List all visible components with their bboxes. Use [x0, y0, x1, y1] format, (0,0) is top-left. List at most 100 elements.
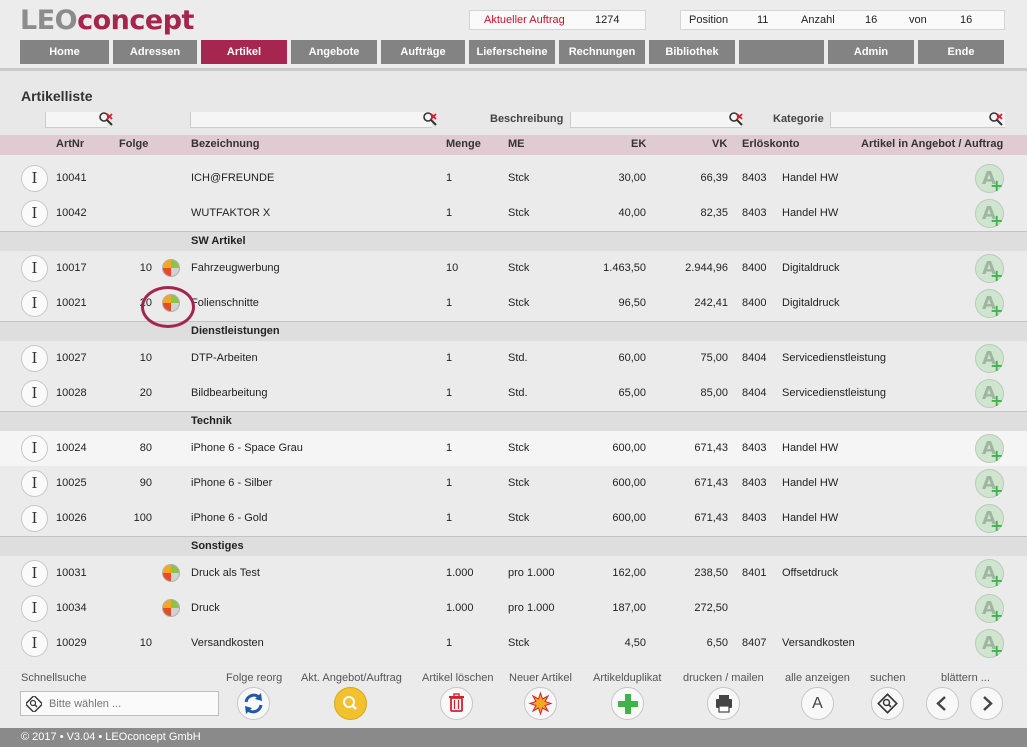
cell-me: Stck	[508, 637, 530, 649]
col-folge[interactable]: Folge	[119, 138, 149, 150]
nav-bibliothek[interactable]: Bibliothek	[649, 40, 735, 64]
beschreibung-filter-input[interactable]	[570, 112, 742, 128]
add-to-order-button[interactable]: A +	[975, 379, 1004, 410]
col-ek[interactable]: EK	[631, 138, 647, 150]
add-to-order-button[interactable]: A +	[975, 164, 1004, 195]
search-button[interactable]	[871, 687, 904, 720]
table-row[interactable]: I 10024 80 iPhone 6 - Space Grau 1 Stck 600,00…	[0, 431, 1027, 466]
info-button[interactable]: I	[21, 505, 48, 532]
table-row[interactable]: I 10027 10 DTP-Arbeiten 1 Std. 60,00 75,00 8404 S…	[0, 341, 1027, 376]
a-letter-icon: A	[982, 168, 996, 189]
col-artnr[interactable]: ArtNr	[56, 138, 85, 150]
pie-chart-icon[interactable]	[162, 599, 180, 617]
nav-adressen[interactable]: Adressen	[113, 40, 197, 64]
add-to-order-button[interactable]: A +	[975, 434, 1004, 465]
kategorie-filter-input[interactable]	[830, 112, 1005, 128]
bezeichnung-filter-input[interactable]	[190, 112, 432, 128]
group-header: Sonstiges	[0, 536, 1027, 556]
info-button[interactable]: I	[21, 380, 48, 407]
table-row[interactable]: I 10026 100 iPhone 6 - Gold 1 Stck 600,00 671,4…	[0, 501, 1027, 536]
info-button[interactable]: I	[21, 470, 48, 497]
add-to-order-button[interactable]: A +	[975, 344, 1004, 375]
table-row[interactable]: I 10017 10 Fahrzeugwerbung 10 Stck 1.463,50 2.9…	[0, 251, 1027, 286]
cell-bezeichnung: Bildbearbeitung	[191, 387, 268, 399]
table-row[interactable]: I 10042 WUTFAKTOR X 1 Stck 40,00 82,35 8403 Hand…	[0, 196, 1027, 231]
info-button[interactable]: I	[21, 435, 48, 462]
add-to-order-button[interactable]: A +	[975, 594, 1004, 625]
quick-search-input[interactable]	[49, 696, 209, 711]
cell-ek: 1.463,50	[603, 262, 646, 274]
cell-konto: 8404	[742, 352, 767, 364]
cell-artnr: 10028	[56, 387, 87, 399]
info-button[interactable]: I	[21, 255, 48, 282]
add-to-order-button[interactable]: A +	[975, 254, 1004, 285]
clear-search-icon[interactable]	[422, 111, 438, 127]
info-button[interactable]: I	[21, 595, 48, 622]
table-row[interactable]: I 10025 90 iPhone 6 - Silber 1 Stck 600,00 671,…	[0, 466, 1027, 501]
prev-page-button[interactable]	[926, 687, 959, 720]
artnr-filter-input[interactable]	[45, 112, 107, 128]
info-button[interactable]: I	[21, 630, 48, 657]
delete-article-button[interactable]	[440, 687, 473, 720]
cell-vk: 85,00	[700, 387, 728, 399]
refresh-icon	[244, 693, 263, 714]
cell-vk: 82,35	[700, 207, 728, 219]
pie-chart-icon[interactable]	[162, 564, 180, 582]
pie-chart-icon[interactable]	[162, 259, 180, 277]
table-row[interactable]: I 10028 20 Bildbearbeitung 1 Std. 65,00 85,00 84…	[0, 376, 1027, 411]
print-button[interactable]	[707, 687, 740, 720]
add-to-order-button[interactable]: A +	[975, 504, 1004, 535]
col-me[interactable]: ME	[508, 138, 525, 150]
new-article-button[interactable]	[524, 687, 557, 720]
info-button[interactable]: I	[21, 200, 48, 227]
table-row[interactable]: I 10021 20 Folienschnitte 1 Stck 96,50 242,41 84…	[0, 286, 1027, 321]
cell-menge: 1	[446, 297, 453, 309]
info-button[interactable]: I	[21, 345, 48, 372]
col-vk[interactable]: VK	[712, 138, 728, 150]
add-to-order-button[interactable]: A +	[975, 199, 1004, 230]
nav-home[interactable]: Home	[20, 40, 109, 64]
nav-ende[interactable]: Ende	[918, 40, 1004, 64]
table-row[interactable]: I 10031 Druck als Test 1.000 pro 1.000 162,00…	[0, 556, 1027, 591]
col-bezeichnung[interactable]: Bezeichnung	[191, 138, 260, 150]
a-letter-icon: A	[982, 438, 996, 459]
cell-artnr: 10024	[56, 442, 87, 454]
clear-search-icon[interactable]	[98, 111, 114, 127]
folge-reorg-button[interactable]	[237, 687, 270, 720]
nav-rechnungen[interactable]: Rechnungen	[559, 40, 645, 64]
nav-admin[interactable]: Admin	[828, 40, 914, 64]
akt-angebot-button[interactable]	[334, 687, 367, 720]
col-menge[interactable]: Menge	[446, 138, 481, 150]
plus-icon: +	[990, 266, 1004, 285]
clear-search-icon[interactable]	[728, 111, 744, 127]
table-row[interactable]: I 10041 ICH@FREUNDE 1 Stck 30,00 66,39 8403 Hand…	[0, 161, 1027, 196]
table-row[interactable]: I 10034 Druck 1.000 pro 1.000 187,00 272,50 A +	[0, 591, 1027, 626]
next-page-button[interactable]	[970, 687, 1003, 720]
add-to-order-button[interactable]: A +	[975, 469, 1004, 500]
nav-auftraege[interactable]: Aufträge	[381, 40, 465, 64]
cell-ek: 30,00	[618, 172, 646, 184]
add-to-order-button[interactable]: A +	[975, 629, 1004, 660]
info-button[interactable]: I	[21, 165, 48, 192]
show-all-button[interactable]: A	[801, 687, 834, 720]
cell-artnr: 10034	[56, 602, 87, 614]
add-to-order-button[interactable]: A +	[975, 289, 1004, 320]
add-to-order-button[interactable]: A +	[975, 559, 1004, 590]
nav-artikel[interactable]: Artikel	[201, 40, 287, 64]
nav-angebote[interactable]: Angebote	[291, 40, 377, 64]
cell-konto: 8403	[742, 512, 767, 524]
trash-icon	[449, 693, 464, 712]
table-row[interactable]: I 10029 10 Versandkosten 1 Stck 4,50 6,50 8407 Ve…	[0, 626, 1027, 661]
info-button[interactable]: I	[21, 290, 48, 317]
cell-menge: 1.000	[446, 602, 474, 614]
info-button[interactable]: I	[21, 560, 48, 587]
cell-bezeichnung: iPhone 6 - Silber	[191, 477, 273, 489]
col-erloeskonto[interactable]: Erlöskonto	[742, 138, 800, 150]
clear-search-icon[interactable]	[988, 111, 1004, 127]
neu-label: Neuer Artikel	[509, 672, 572, 684]
duplicate-article-button[interactable]	[611, 687, 644, 720]
quick-search[interactable]	[20, 691, 219, 716]
col-in-auftrag[interactable]: Artikel in Angebot / Auftrag	[861, 138, 1004, 150]
current-order-number: 1274	[595, 14, 620, 26]
nav-lieferscheine[interactable]: Lieferscheine	[469, 40, 555, 64]
